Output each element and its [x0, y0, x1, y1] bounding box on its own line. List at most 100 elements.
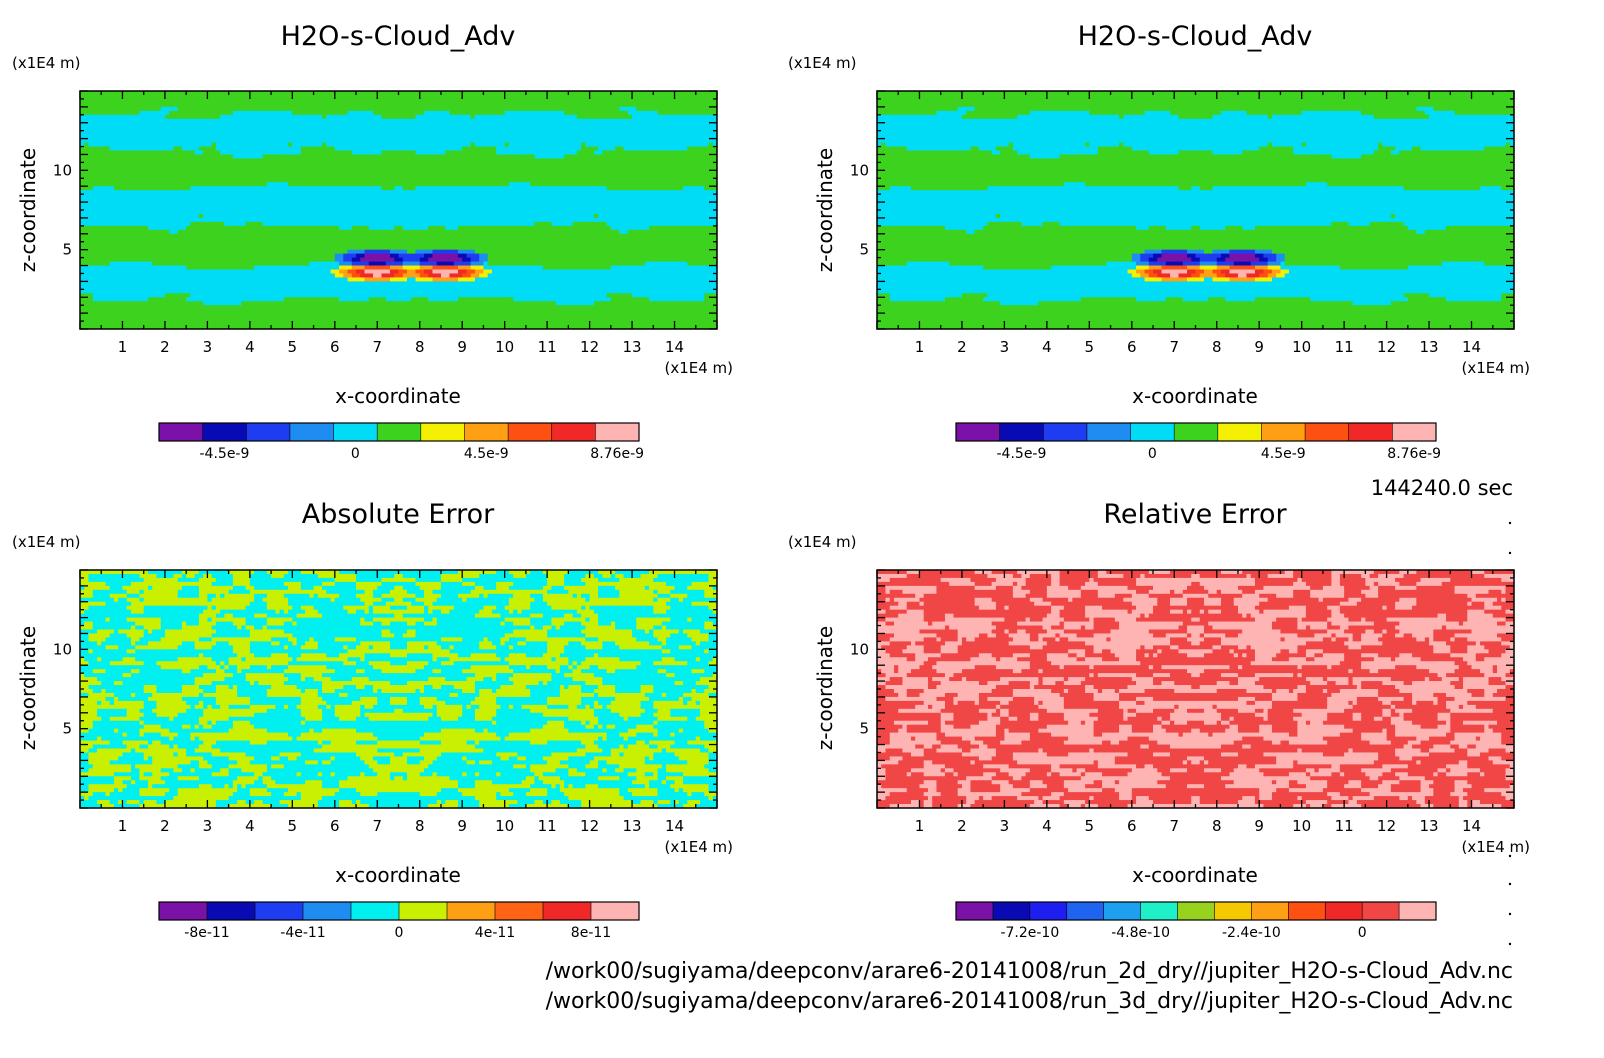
contour-cell — [581, 170, 586, 175]
contour-cell — [237, 142, 242, 147]
contour-cell — [305, 122, 310, 128]
contour-cell — [300, 217, 306, 223]
contour-cell — [615, 213, 620, 219]
contour-cell — [109, 206, 115, 211]
panel-title: H2O-s-Cloud_Adv — [281, 21, 516, 52]
contour-cell — [670, 126, 675, 132]
contour-cell — [530, 150, 535, 155]
contour-cell — [432, 202, 438, 207]
contour-cell — [173, 166, 179, 171]
contour-cell — [657, 202, 663, 207]
contour-cell — [394, 146, 399, 151]
contour-cell — [606, 202, 612, 207]
contour-cell — [712, 94, 717, 100]
contour-cell — [640, 166, 646, 171]
contour-cell — [589, 158, 595, 163]
contour-cell — [683, 158, 688, 163]
contour-cell — [275, 202, 280, 207]
contour-cell — [190, 91, 196, 96]
contour-cell — [135, 158, 140, 163]
contour-cell — [152, 217, 157, 223]
contour-cell — [360, 130, 365, 136]
contour-cell — [453, 130, 459, 136]
contour-cell — [135, 146, 140, 151]
contour-cell — [466, 118, 472, 124]
contour-cell — [623, 170, 629, 175]
contour-cell — [334, 202, 340, 207]
contour-cell — [377, 213, 382, 219]
contour-cell — [615, 130, 620, 136]
contour-cell — [674, 146, 680, 151]
contour-cell — [547, 91, 552, 96]
contour-cell — [436, 150, 442, 155]
contour-cell — [237, 150, 242, 155]
contour-cell — [415, 178, 421, 183]
contour-cell — [288, 150, 293, 155]
contour-cell — [700, 190, 705, 195]
contour-cell — [118, 138, 123, 143]
contour-cell — [474, 213, 480, 219]
contour-cell — [139, 126, 145, 132]
contour-cell — [339, 91, 344, 96]
contour-cell — [296, 142, 302, 147]
contour-cell — [113, 221, 119, 227]
contour-cell — [411, 158, 416, 163]
contour-cell — [432, 122, 438, 128]
contour-cell — [615, 202, 620, 207]
contour-cell — [288, 178, 293, 183]
contour-cell — [521, 206, 527, 211]
contour-cell — [215, 138, 221, 143]
contour-cell — [351, 114, 357, 120]
contour-cell — [500, 98, 506, 104]
contour-cell — [194, 162, 200, 167]
contour-cell — [559, 126, 565, 132]
contour-cell — [80, 138, 85, 143]
contour-cell — [203, 217, 208, 223]
contour-cell — [220, 206, 225, 211]
contour-cell — [415, 102, 421, 108]
contour-cell — [695, 110, 701, 116]
contour-cell — [339, 198, 344, 203]
contour-cell — [92, 118, 98, 124]
contour-cell — [636, 170, 641, 175]
contour-cell — [687, 190, 692, 195]
contour-cell — [623, 198, 629, 203]
contour-cell — [207, 198, 213, 203]
contour-cell — [683, 217, 688, 223]
contour-cell — [687, 142, 692, 147]
contour-cell — [508, 206, 514, 211]
contour-cell — [339, 194, 344, 199]
contour-cell — [207, 182, 213, 187]
contour-cell — [258, 134, 264, 139]
contour-cell — [547, 170, 552, 175]
contour-cell — [241, 166, 247, 171]
contour-cell — [296, 206, 302, 211]
contour-cell — [551, 162, 557, 167]
contour-cell — [504, 98, 510, 104]
contour-cell — [534, 142, 540, 147]
contour-cell — [220, 118, 225, 124]
contour-cell — [198, 194, 204, 199]
contour-cell — [181, 142, 187, 147]
contour-cell — [169, 134, 174, 139]
contour-cell — [670, 114, 675, 120]
contour-cell — [169, 170, 174, 175]
contour-cell — [615, 158, 620, 163]
contour-cell — [288, 142, 293, 147]
contour-cell — [411, 206, 416, 211]
contour-cell — [368, 166, 374, 171]
contour-cell — [139, 194, 145, 199]
contour-cell — [279, 122, 285, 128]
contour-cell — [334, 194, 340, 199]
contour-cell — [390, 186, 395, 191]
contour-cell — [211, 170, 217, 175]
contour-cell — [343, 154, 348, 159]
contour-cell — [606, 162, 612, 167]
contour-cell — [649, 106, 654, 112]
contour-cell — [232, 126, 238, 132]
contour-cell — [602, 198, 607, 203]
contour-cell — [687, 174, 692, 179]
contour-cell — [173, 138, 179, 143]
contour-cell — [254, 91, 259, 96]
contour-cell — [194, 194, 200, 199]
